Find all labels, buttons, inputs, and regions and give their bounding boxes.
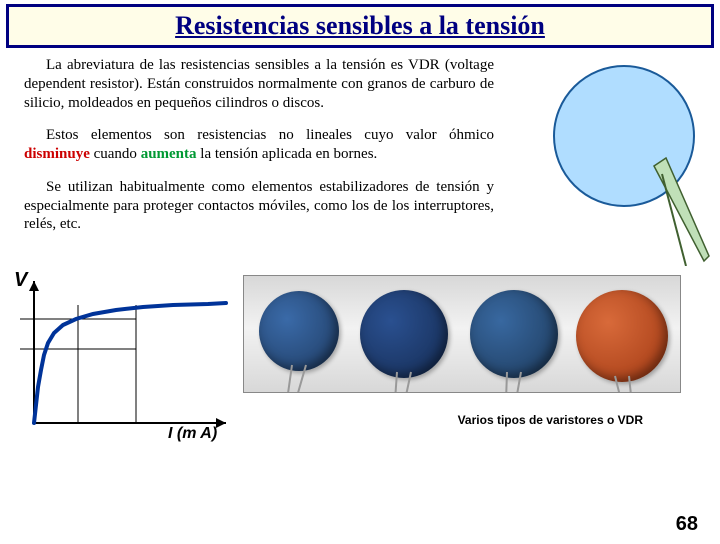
varistor-lead (505, 372, 508, 393)
text-column: La abreviatura de las resistencias sensi… (24, 56, 494, 271)
varistor-disc (259, 291, 339, 371)
lower-area: V I (m A) Varios tipos de varistores o V… (0, 271, 720, 476)
paragraph-2: Estos elementos son resistencias no line… (24, 126, 494, 164)
paragraph-1: La abreviatura de las resistencias sensi… (24, 56, 494, 112)
p2-part-b: cuando (90, 146, 141, 162)
p2-aumenta: aumenta (141, 146, 197, 162)
p2-part-c: la tensión aplicada en bornes. (197, 146, 378, 162)
p2-disminuye: disminuye (24, 146, 90, 162)
varistor-photo (243, 275, 681, 393)
varistor-disc (470, 290, 558, 378)
vi-chart: V I (m A) (8, 275, 243, 476)
paragraph-3: Se utilizan habitualmente como elementos… (24, 178, 494, 234)
vdr-illustration (494, 56, 694, 271)
photo-caption: Varios tipos de varistores o VDR (243, 413, 683, 427)
page-number: 68 (676, 513, 698, 536)
varistor-disc (576, 290, 668, 382)
chart-svg (8, 275, 238, 435)
content-area: La abreviatura de las resistencias sensi… (0, 56, 720, 271)
photo-box: Varios tipos de varistores o VDR (243, 275, 683, 476)
varistor-disc (360, 290, 448, 378)
p2-part-a: Estos elementos son resistencias no line… (46, 127, 494, 143)
vdr-svg (514, 56, 714, 266)
chart-x-label: I (m A) (168, 425, 217, 443)
page-title: Resistencias sensibles a la tensión (175, 11, 545, 40)
title-bar: Resistencias sensibles a la tensión (6, 4, 714, 48)
chart-y-label: V (14, 269, 27, 292)
